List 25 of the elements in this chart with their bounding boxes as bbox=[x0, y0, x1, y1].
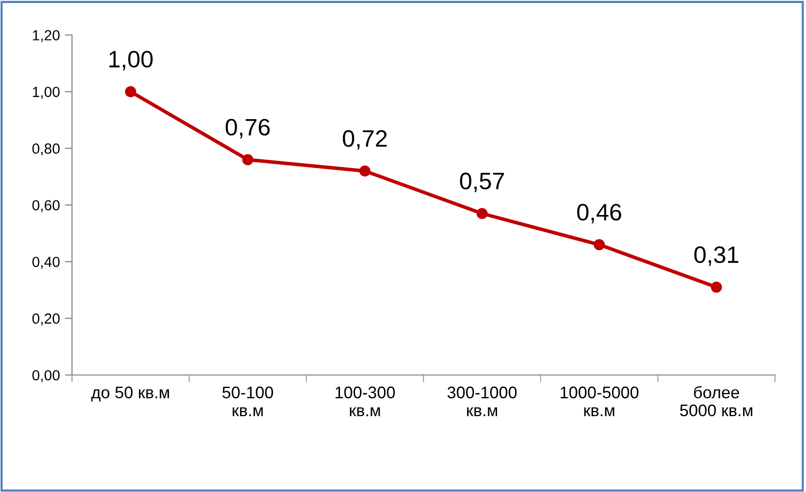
y-tick-label: 0,80 bbox=[32, 143, 60, 156]
x-tick-label: 300-1000 кв.м bbox=[448, 386, 517, 416]
x-tick-label: до 50 кв.м bbox=[91, 386, 169, 402]
y-tick-label: 1,20 bbox=[32, 30, 60, 42]
y-tick-label: 0,60 bbox=[32, 200, 60, 212]
data-label: 0,76 bbox=[226, 118, 270, 138]
x-tick-label: 1000-5000 кв.м bbox=[560, 386, 638, 416]
point bbox=[125, 86, 136, 98]
point bbox=[594, 239, 605, 250]
data-label: 1,00 bbox=[109, 50, 153, 70]
y-tick-label: 0,00 bbox=[32, 370, 60, 382]
data-label: 0,31 bbox=[694, 246, 738, 266]
y-tick-label: 0,40 bbox=[32, 256, 60, 269]
x-tick-label: более 5000 кв.м bbox=[680, 386, 752, 416]
point bbox=[710, 282, 722, 293]
data-label: 0,46 bbox=[577, 204, 622, 224]
data-label: 0,57 bbox=[460, 172, 504, 192]
data-label: 0,72 bbox=[342, 130, 387, 150]
point bbox=[242, 154, 254, 166]
point bbox=[359, 165, 370, 177]
x-tick-label: 50-100 кв.м bbox=[222, 386, 274, 416]
x-tick-label: 100-300 кв.м bbox=[336, 386, 395, 416]
y-tick-label: 0,20 bbox=[32, 313, 60, 326]
point bbox=[476, 208, 488, 220]
y-tick-label: 1,00 bbox=[32, 86, 60, 99]
